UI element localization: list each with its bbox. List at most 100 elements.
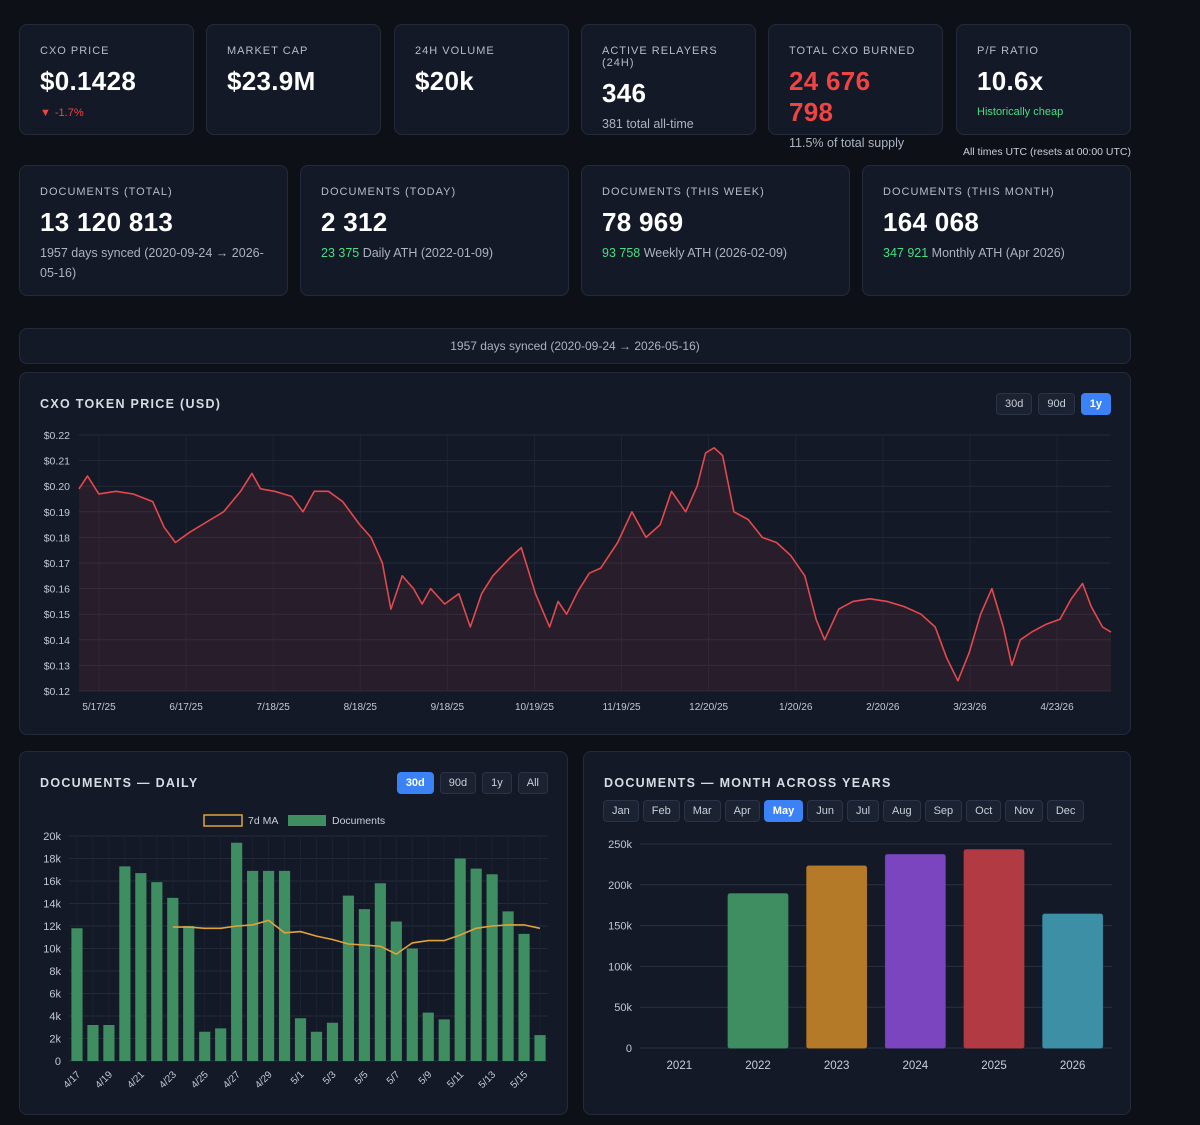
stat-sub: 23 375 Daily ATH (2022-01-09) xyxy=(321,243,548,263)
daily-bar[interactable] xyxy=(151,882,163,1061)
x-tick-label: 4/25 xyxy=(189,1069,211,1091)
y-tick-label: 20k xyxy=(43,831,61,843)
stat-sub-text: Daily ATH (2022-01-09) xyxy=(359,246,494,260)
daily-range-buttons: 30d 90d 1y All xyxy=(396,772,548,794)
daily-bar[interactable] xyxy=(358,909,370,1061)
daily-bar[interactable] xyxy=(454,858,466,1062)
price-range-buttons: 30d 90d 1y xyxy=(996,393,1111,415)
y-tick-label: $0.19 xyxy=(44,507,70,519)
daily-bar[interactable] xyxy=(470,868,482,1061)
daily-range-all-button[interactable]: All xyxy=(517,772,548,794)
y-tick-label: 16k xyxy=(43,876,61,888)
stat-sub-text: Weekly ATH (2026-02-09) xyxy=(640,246,788,260)
stat-label: P/F RATIO xyxy=(977,45,1039,57)
month-bar[interactable] xyxy=(884,854,946,1049)
daily-bar[interactable] xyxy=(183,926,195,1061)
sync-banner-text: 1957 days synced (2020-09-24 → 2026-05-1… xyxy=(450,339,700,353)
month-bar[interactable] xyxy=(806,865,868,1049)
y-tick-label: 4k xyxy=(49,1011,61,1023)
daily-bar[interactable] xyxy=(231,842,243,1061)
daily-bar[interactable] xyxy=(215,1028,227,1061)
x-tick-label: 12/20/25 xyxy=(689,702,728,713)
daily-bar[interactable] xyxy=(262,870,275,1061)
x-tick-label: 2/20/26 xyxy=(866,702,900,713)
x-tick-label: 4/21 xyxy=(125,1069,147,1091)
daily-bar[interactable] xyxy=(438,1019,450,1061)
y-tick-label: 18k xyxy=(43,854,61,866)
x-tick-label: 5/11 xyxy=(445,1069,466,1090)
month-apr-button[interactable]: Apr xyxy=(724,800,760,822)
daily-bar[interactable] xyxy=(199,1031,211,1061)
price-line xyxy=(78,447,1112,682)
x-tick-label: 4/17 xyxy=(62,1069,84,1091)
stat-sub: Historically cheap xyxy=(977,102,1110,122)
stat-label: DOCUMENTS (TODAY) xyxy=(321,186,457,198)
price-range-90d-button[interactable]: 90d xyxy=(1038,393,1075,415)
month-dec-button[interactable]: Dec xyxy=(1046,800,1085,822)
month-may-button[interactable]: May xyxy=(763,800,804,822)
month-feb-button[interactable]: Feb xyxy=(642,800,680,822)
daily-bar[interactable] xyxy=(374,883,386,1061)
price-change: -1.7% xyxy=(54,107,84,119)
y-tick-label: $0.21 xyxy=(44,456,70,468)
y-tick-label: $0.16 xyxy=(44,584,70,596)
daily-chart: 7d MA Documents 20k 18k 16k 14k 12k 10k 8k 6k 4k 2k… xyxy=(43,814,548,1091)
price-area xyxy=(79,447,1111,691)
down-arrow-icon: ▼ xyxy=(40,107,51,119)
legend-bars-label: Documents xyxy=(332,815,385,827)
month-nov-button[interactable]: Nov xyxy=(1005,800,1043,822)
daily-bar[interactable] xyxy=(135,873,147,1061)
y-tick-label: $0.22 xyxy=(44,430,70,442)
doc-stat-card: DOCUMENTS (TODAY) 2 312 23 375 Daily ATH (… xyxy=(300,165,569,296)
daily-bar[interactable] xyxy=(103,1025,115,1061)
daily-bar[interactable] xyxy=(71,928,83,1061)
month-bar[interactable] xyxy=(1042,913,1104,1049)
daily-bar[interactable] xyxy=(390,921,402,1062)
daily-bar[interactable] xyxy=(167,897,179,1061)
month-jan-button[interactable]: Jan xyxy=(603,800,639,822)
month-bar[interactable] xyxy=(727,893,789,1049)
daily-chart-card: DOCUMENTS — DAILY 30d 90d 1y All 7d MA Docum… xyxy=(19,751,568,1115)
price-range-1y-button[interactable]: 1y xyxy=(1080,393,1111,415)
daily-bar[interactable] xyxy=(534,1035,546,1061)
month-bar[interactable] xyxy=(963,849,1025,1049)
daily-bar[interactable] xyxy=(119,866,131,1061)
daily-range-90d-button[interactable]: 90d xyxy=(439,772,477,794)
stat-value: $20k xyxy=(415,66,475,96)
month-mar-button[interactable]: Mar xyxy=(683,800,721,822)
daily-bar[interactable] xyxy=(278,870,291,1061)
daily-bar[interactable] xyxy=(486,874,498,1061)
daily-bar[interactable] xyxy=(518,933,530,1061)
daily-bar[interactable] xyxy=(326,1022,339,1061)
ma-line xyxy=(172,919,541,956)
daily-range-30d-button[interactable]: 30d xyxy=(396,772,434,794)
daily-range-1y-button[interactable]: 1y xyxy=(482,772,512,794)
month-jul-button[interactable]: Jul xyxy=(846,800,880,822)
month-sep-button[interactable]: Sep xyxy=(924,800,963,822)
daily-bar[interactable] xyxy=(422,1012,434,1061)
price-chart-card: CXO TOKEN PRICE (USD) 30d 90d 1y $0.22 $0.2… xyxy=(19,372,1131,735)
daily-bar[interactable] xyxy=(310,1031,323,1061)
month-oct-button[interactable]: Oct xyxy=(966,800,1002,822)
stat-sub-text: 1957 days synced (2020-09-24 → 2026-05-1… xyxy=(40,246,264,280)
stat-sub: 347 921 Monthly ATH (Apr 2026) xyxy=(883,243,1110,263)
month-buttons: Jan Feb Mar Apr May Jun Jul Aug Sep Oct Nov Dec xyxy=(603,800,1085,822)
daily-bar[interactable] xyxy=(87,1025,99,1061)
daily-bar[interactable] xyxy=(247,870,259,1061)
stat-value: $23.9M xyxy=(227,66,316,96)
daily-bar[interactable] xyxy=(342,895,355,1061)
month-jun-button[interactable]: Jun xyxy=(807,800,843,822)
daily-bar[interactable] xyxy=(502,911,514,1061)
stat-sub: 93 758 Weekly ATH (2026-02-09) xyxy=(602,243,829,263)
sync-banner: 1957 days synced (2020-09-24 → 2026-05-1… xyxy=(19,328,1131,364)
x-tick-label: 5/17/25 xyxy=(82,702,116,713)
stat-label: CXO PRICE xyxy=(40,45,110,57)
month-aug-button[interactable]: Aug xyxy=(883,800,921,822)
doc-stat-card: DOCUMENTS (THIS WEEK) 78 969 93 758 Weekly… xyxy=(581,165,850,296)
price-range-30d-button[interactable]: 30d xyxy=(996,393,1033,415)
daily-bar[interactable] xyxy=(406,948,418,1062)
x-tick-label: 5/1 xyxy=(289,1069,307,1087)
y-tick-label: 12k xyxy=(43,921,61,933)
daily-bar[interactable] xyxy=(294,1018,307,1061)
y-tick-label: 50k xyxy=(614,1002,632,1014)
